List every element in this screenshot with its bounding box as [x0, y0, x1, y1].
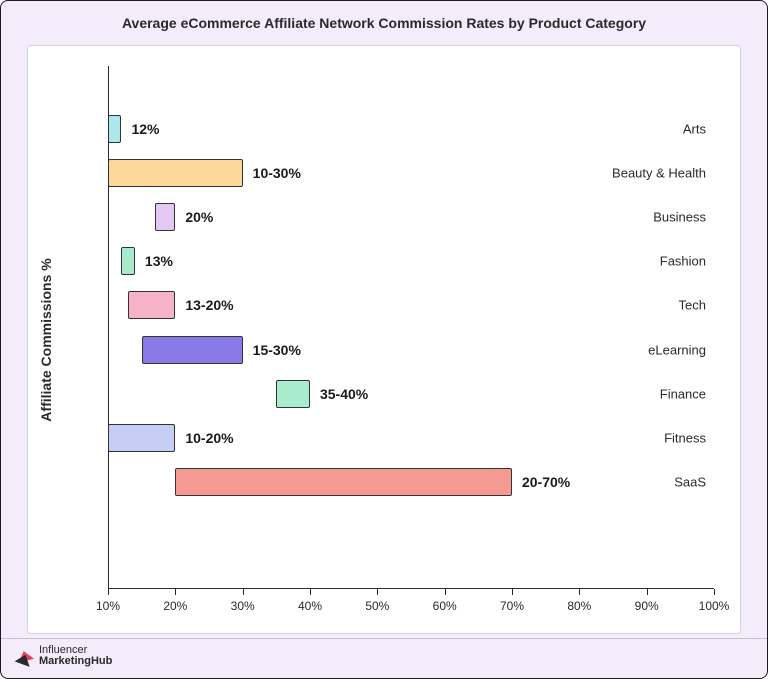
bar [121, 247, 134, 275]
bar-value-label: 13-20% [185, 297, 233, 313]
x-tick-label: 80% [567, 599, 591, 613]
x-tick [108, 589, 109, 595]
chart-row: 13-20% Tech [108, 288, 714, 322]
chart-row: 20% Business [108, 200, 714, 234]
category-label: eLearning [648, 342, 706, 357]
x-tick-label: 50% [365, 599, 389, 613]
brand-logo: Influencer MarketingHub [17, 645, 112, 667]
bar [142, 336, 243, 364]
card-footer: Influencer MarketingHub [1, 638, 767, 678]
bar [175, 468, 512, 496]
category-label: Beauty & Health [612, 165, 706, 180]
y-axis-label: Affiliate Commissions % [38, 258, 54, 421]
category-label: Fitness [664, 430, 706, 445]
category-label: Fashion [660, 254, 706, 269]
x-tick [512, 589, 513, 595]
chart-title: Average eCommerce Affiliate Network Comm… [1, 15, 767, 31]
x-tick [175, 589, 176, 595]
bar-value-label: 20-70% [522, 474, 570, 490]
category-label: Tech [679, 298, 706, 313]
chart-panel: Affiliate Commissions % 10% 20% 30% 40% 50% 6… [27, 45, 741, 634]
brand-logo-text: Influencer MarketingHub [39, 645, 112, 667]
x-tick [445, 589, 446, 595]
bar-value-label: 20% [185, 209, 213, 225]
x-tick [243, 589, 244, 595]
chart-card: Average eCommerce Affiliate Network Comm… [0, 0, 768, 679]
chart-row: 13% Fashion [108, 244, 714, 278]
x-tick [647, 589, 648, 595]
x-tick-label: 20% [163, 599, 187, 613]
chart-row: 10-20% Fitness [108, 421, 714, 455]
category-label: Business [653, 210, 706, 225]
x-tick-label: 70% [500, 599, 524, 613]
category-label: Finance [660, 386, 706, 401]
bar-value-label: 12% [131, 121, 159, 137]
chart-row: 15-30% eLearning [108, 333, 714, 367]
x-tick [310, 589, 311, 595]
x-tick-label: 40% [298, 599, 322, 613]
x-tick-label: 90% [635, 599, 659, 613]
x-tick [714, 589, 715, 595]
chart-row: 35-40% Finance [108, 377, 714, 411]
plot-area: 10%20%30%40%50%60%70%80%90%100%12%Arts10… [108, 66, 714, 589]
brand-logo-line2: MarketingHub [39, 656, 112, 667]
x-tick [579, 589, 580, 595]
category-label: SaaS [674, 475, 706, 490]
x-tick [377, 589, 378, 595]
bar-value-label: 35-40% [320, 386, 368, 402]
bar [108, 159, 243, 187]
bar [108, 115, 121, 143]
bar [108, 424, 175, 452]
x-tick-label: 60% [433, 599, 457, 613]
x-axis-line [108, 588, 714, 589]
chart-row: 10-30% Beauty & Health [108, 156, 714, 190]
chart-row: 20-70% SaaS [108, 465, 714, 499]
bar [155, 203, 175, 231]
x-tick-label: 100% [699, 599, 730, 613]
chart-row: 12% Arts [108, 112, 714, 146]
bar-value-label: 15-30% [253, 342, 301, 358]
x-tick-label: 30% [231, 599, 255, 613]
bar-value-label: 10-30% [253, 165, 301, 181]
bar-value-label: 10-20% [185, 430, 233, 446]
bar [276, 380, 310, 408]
x-tick-label: 10% [96, 599, 120, 613]
bar-value-label: 13% [145, 253, 173, 269]
brand-logo-icon [16, 649, 34, 663]
category-label: Arts [683, 121, 706, 136]
bar [128, 291, 175, 319]
